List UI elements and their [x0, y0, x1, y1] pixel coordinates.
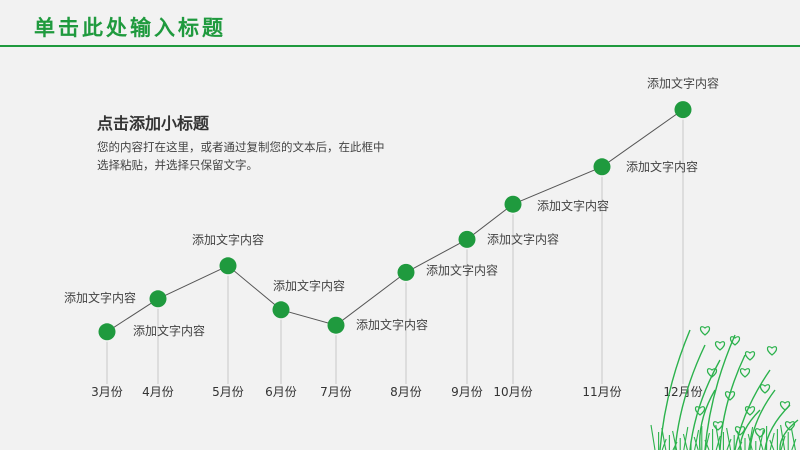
point-label: 添加文字内容 — [192, 232, 264, 247]
x-tick-label: 8月份 — [390, 385, 422, 399]
data-point — [219, 257, 237, 275]
data-point — [272, 301, 290, 319]
data-point — [674, 101, 692, 119]
data-point — [397, 263, 415, 281]
x-tick-label: 4月份 — [142, 385, 174, 399]
x-tick-label: 7月份 — [320, 385, 352, 399]
x-tick-label: 10月份 — [493, 385, 532, 399]
subtitle[interactable]: 点击添加小标题 — [97, 114, 210, 133]
x-tick-label: 11月份 — [582, 385, 621, 399]
data-point — [98, 323, 116, 341]
body-text[interactable]: 您的内容打在这里，或者通过复制您的文本后，在此框中选择粘贴，并选择只保留文字。 — [97, 140, 385, 172]
point-label: 添加文字内容 — [133, 323, 205, 338]
x-tick-label: 9月份 — [451, 385, 483, 399]
point-label: 添加文字内容 — [356, 317, 428, 332]
data-point — [504, 195, 522, 213]
data-point — [327, 316, 345, 334]
point-label: 添加文字内容 — [537, 198, 609, 213]
point-label: 添加文字内容 — [64, 290, 136, 305]
point-label: 添加文字内容 — [626, 159, 698, 174]
title-divider — [0, 45, 800, 47]
data-point — [593, 158, 611, 176]
x-tick-label: 6月份 — [265, 385, 297, 399]
data-point — [149, 290, 167, 308]
point-label: 添加文字内容 — [647, 76, 719, 91]
x-tick-label: 3月份 — [91, 385, 123, 399]
x-tick-label: 5月份 — [212, 385, 244, 399]
point-label: 添加文字内容 — [273, 278, 345, 293]
point-label: 添加文字内容 — [487, 231, 559, 246]
data-point — [458, 230, 476, 248]
grass-decoration — [650, 326, 799, 450]
page-title[interactable]: 单击此处输入标题 — [34, 16, 226, 40]
x-tick-label: 12月份 — [663, 385, 702, 399]
point-label: 添加文字内容 — [426, 262, 498, 277]
series-line — [106, 109, 684, 333]
